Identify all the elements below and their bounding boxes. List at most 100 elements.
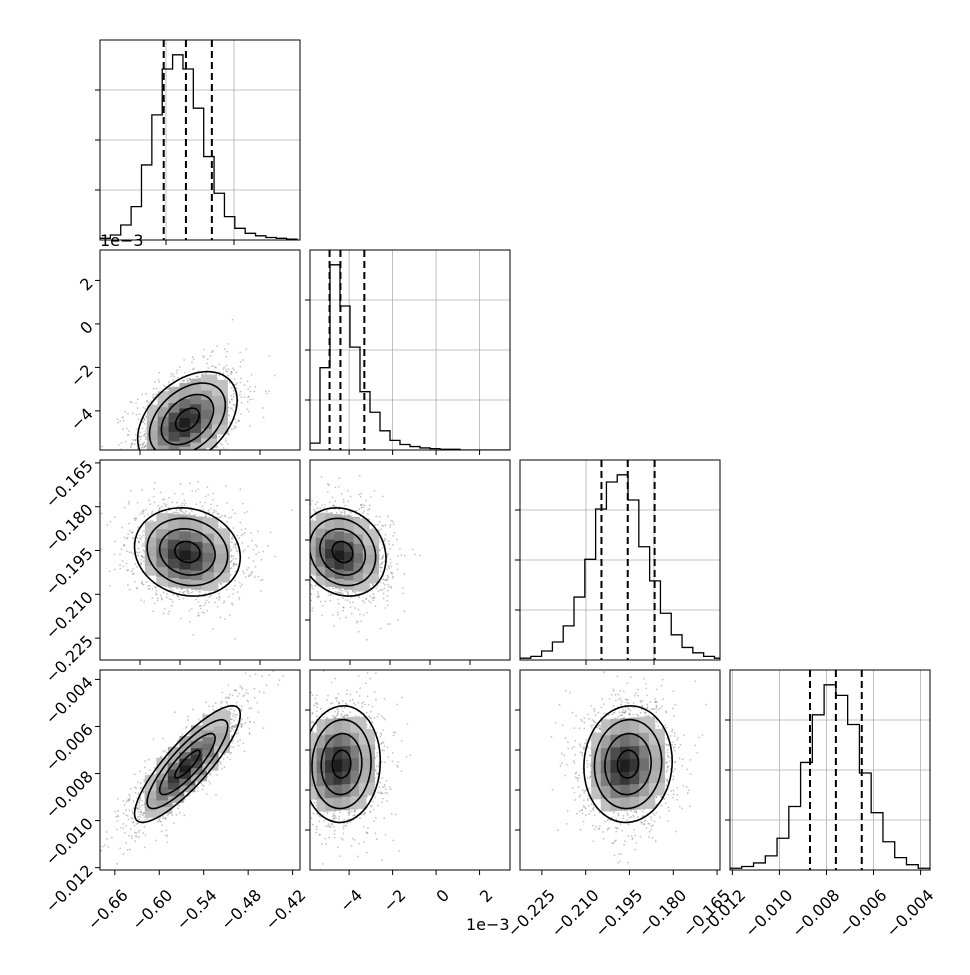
scatter-point — [225, 368, 227, 370]
scatter-point — [232, 527, 234, 529]
scatter-point — [138, 418, 140, 420]
scatter-point — [138, 488, 140, 490]
scatter-point — [256, 546, 258, 548]
scatter-point — [153, 496, 155, 498]
scatter-point — [198, 612, 200, 614]
scatter-point — [140, 513, 142, 515]
scatter-point — [131, 531, 133, 533]
scatter-point — [152, 458, 154, 460]
scatter-point — [311, 500, 313, 502]
scatter-point — [197, 456, 199, 458]
scatter-point — [323, 507, 325, 509]
scatter-point — [396, 563, 398, 565]
scatter-point — [300, 601, 302, 603]
scatter-point — [338, 603, 340, 605]
scatter-point — [306, 574, 308, 576]
scatter-point — [240, 413, 242, 415]
scatter-point — [178, 455, 180, 457]
scatter-point — [195, 491, 197, 493]
scatter-point — [134, 439, 136, 441]
scatter-point — [301, 553, 303, 555]
scatter-point — [232, 319, 234, 321]
scatter-point — [243, 573, 245, 575]
scatter-point — [113, 553, 115, 555]
scatter-point — [160, 492, 162, 494]
scatter-point — [141, 563, 143, 565]
scatter-point — [252, 398, 254, 400]
scatter-point — [149, 503, 151, 505]
scatter-point — [393, 523, 395, 525]
scatter-point — [187, 485, 189, 487]
scatter-point — [221, 515, 223, 517]
scatter-point — [163, 384, 165, 386]
scatter-point — [144, 433, 146, 435]
scatter-point — [242, 551, 244, 553]
scatter-point — [307, 528, 309, 530]
scatter-point — [133, 467, 135, 469]
scatter-point — [236, 550, 238, 552]
scatter-point — [173, 452, 175, 454]
scatter-point — [148, 468, 150, 470]
scatter-point — [191, 361, 193, 363]
scatter-point — [308, 527, 310, 529]
scatter-point — [225, 356, 227, 358]
scatter-point — [129, 451, 131, 453]
scatter-point — [262, 579, 264, 581]
scatter-point — [341, 493, 343, 495]
scatter-point — [352, 601, 354, 603]
scatter-point — [188, 593, 190, 595]
scatter-point — [247, 380, 249, 382]
scatter-point — [227, 443, 229, 445]
scatter-point — [143, 447, 145, 449]
scatter-point — [294, 560, 296, 562]
scatter-point — [344, 514, 346, 516]
scatter-point — [177, 456, 179, 458]
scatter-point — [231, 538, 233, 540]
scatter-point — [148, 499, 150, 501]
scatter-point — [354, 607, 356, 609]
scatter-point — [156, 388, 158, 390]
scatter-point — [131, 443, 133, 445]
scatter-point — [189, 482, 191, 484]
scatter-point — [308, 594, 310, 596]
scatter-point — [307, 562, 309, 564]
scatter-point — [236, 382, 238, 384]
scatter-point — [239, 394, 241, 396]
scatter-point — [148, 403, 150, 405]
scatter-point — [237, 591, 239, 593]
scatter-point — [229, 614, 231, 616]
scatter-point — [328, 588, 330, 590]
scatter-point — [239, 366, 241, 368]
y-tick-label: 0 — [76, 317, 97, 338]
scatter-point — [202, 505, 204, 507]
scatter-point — [143, 407, 145, 409]
scatter-point — [154, 501, 156, 503]
scatter-point — [383, 593, 385, 595]
scatter-point — [369, 504, 371, 506]
scatter-point — [145, 457, 147, 459]
scatter-point — [342, 610, 344, 612]
scatter-point — [152, 394, 154, 396]
y-tick-label: −0.195 — [41, 544, 96, 599]
pair-1-0-body — [76, 319, 275, 538]
hist-1 — [305, 250, 510, 455]
scatter-point — [129, 530, 131, 532]
scatter-point — [131, 537, 133, 539]
scatter-point — [163, 475, 165, 477]
scatter-point — [144, 488, 146, 490]
scatter-point — [138, 440, 140, 442]
scatter-point — [160, 452, 162, 454]
scatter-point — [216, 505, 218, 507]
scatter-point — [391, 573, 393, 575]
scatter-point — [343, 607, 345, 609]
scatter-point — [242, 503, 244, 505]
scatter-point — [251, 540, 253, 542]
scatter-point — [274, 556, 276, 558]
scatter-point — [255, 386, 257, 388]
scatter-point — [158, 372, 160, 374]
scatter-point — [166, 596, 168, 598]
scatter-point — [386, 579, 388, 581]
scatter-point — [206, 453, 208, 455]
scatter-point — [167, 479, 169, 481]
scatter-point — [389, 548, 391, 550]
